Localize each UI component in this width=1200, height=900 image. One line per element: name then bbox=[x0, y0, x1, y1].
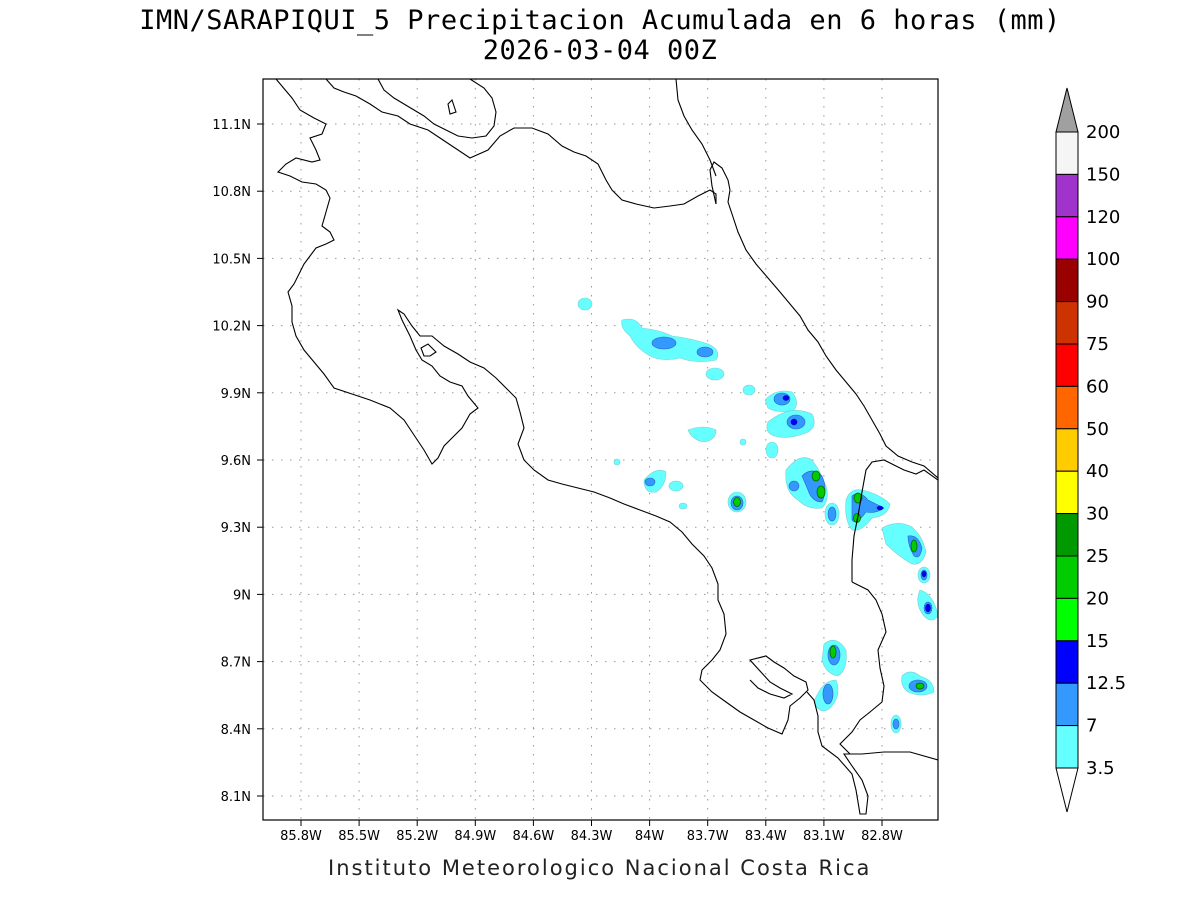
colorbar-label: 7 bbox=[1086, 716, 1097, 737]
colorbar-label: 100 bbox=[1086, 249, 1120, 270]
grid-lines bbox=[263, 79, 938, 820]
colorbar-swatch bbox=[1055, 258, 1079, 303]
colorbar-swatch bbox=[1055, 131, 1079, 175]
colorbar-swatch bbox=[1055, 428, 1079, 472]
precipitation-field bbox=[577, 297, 938, 734]
colorbar-label: 12.5 bbox=[1086, 673, 1126, 694]
colorbar-bottom-arrow bbox=[1055, 767, 1079, 813]
lon-tick-label: 85.2W bbox=[396, 829, 438, 844]
colorbar-swatch bbox=[1055, 513, 1079, 557]
colorbar-swatch bbox=[1055, 385, 1079, 430]
lat-tick-label: 9.9N bbox=[221, 387, 251, 402]
colorbar-label: 200 bbox=[1086, 122, 1120, 143]
colorbar-swatch bbox=[1055, 597, 1079, 642]
colorbar-label: 90 bbox=[1086, 292, 1109, 313]
colorbar-swatch bbox=[1055, 343, 1079, 387]
lat-tick-label: 8.7N bbox=[221, 656, 251, 671]
lon-tick-label: 83.4W bbox=[745, 829, 787, 844]
map-frame bbox=[262, 78, 939, 821]
coastline-borders bbox=[275, 79, 938, 815]
latitude-tick-labels: 11.1N 10.8N 10.5N 10.2N 9.9N 9.6N 9.3N 9N 8.7N 8.… bbox=[212, 118, 263, 805]
colorbar-label: 30 bbox=[1086, 504, 1109, 525]
lon-tick-label: 84.9W bbox=[454, 829, 496, 844]
colorbar-swatch bbox=[1055, 555, 1079, 599]
lat-tick-label: 8.1N bbox=[221, 790, 251, 805]
lon-tick-label: 82.8W bbox=[861, 829, 903, 844]
lat-tick-label: 9.3N bbox=[221, 521, 251, 536]
colorbar-label: 40 bbox=[1086, 461, 1109, 482]
lat-tick-label: 8.4N bbox=[221, 723, 251, 738]
colorbar-label: 120 bbox=[1086, 207, 1120, 228]
colorbar-swatch bbox=[1055, 640, 1079, 684]
colorbar-swatch bbox=[1055, 301, 1079, 345]
longitude-tick-labels: 85.8W 85.5W 85.2W 84.9W 84.6W 84.3W 84W 83.7W 83… bbox=[280, 820, 903, 844]
colorbar-swatch bbox=[1055, 682, 1079, 727]
lat-tick-label: 10.8N bbox=[212, 185, 251, 200]
lat-tick-label: 9N bbox=[233, 588, 251, 603]
chart-subtitle: 2026-03-04 00Z bbox=[482, 35, 718, 66]
lon-tick-label: 83.7W bbox=[687, 829, 729, 844]
lon-tick-label: 84.6W bbox=[512, 829, 554, 844]
lat-tick-label: 10.5N bbox=[212, 252, 251, 267]
lon-tick-label: 83.1W bbox=[803, 829, 845, 844]
footer-credit: Instituto Meteorologico Nacional Costa R… bbox=[328, 856, 872, 880]
colorbar-label: 25 bbox=[1086, 546, 1109, 567]
colorbar-label: 150 bbox=[1086, 164, 1120, 185]
colorbar-label: 60 bbox=[1086, 376, 1109, 397]
colorbar-label: 3.5 bbox=[1086, 758, 1115, 779]
colorbar-label: 20 bbox=[1086, 588, 1109, 609]
lat-tick-label: 10.2N bbox=[212, 320, 251, 335]
lon-tick-label: 84W bbox=[635, 829, 665, 844]
colorbar-swatch bbox=[1055, 725, 1079, 769]
colorbar-top-arrow bbox=[1055, 87, 1079, 133]
colorbar-label: 15 bbox=[1086, 631, 1109, 652]
lon-tick-label: 84.3W bbox=[571, 829, 613, 844]
chart-title: IMN/SARAPIQUI_5 Precipitacion Acumulada … bbox=[139, 5, 1061, 36]
lon-tick-label: 85.5W bbox=[338, 829, 380, 844]
colorbar-label: 50 bbox=[1086, 419, 1109, 440]
lat-tick-label: 11.1N bbox=[212, 118, 251, 133]
lat-tick-label: 9.6N bbox=[221, 454, 251, 469]
colorbar-label: 75 bbox=[1086, 334, 1109, 355]
colorbar-swatch bbox=[1055, 470, 1079, 515]
lon-tick-label: 85.8W bbox=[280, 829, 322, 844]
colorbar: 200 150 120 100 90 75 60 50 40 30 25 20 15 12.5 7 3.5 bbox=[1055, 87, 1126, 813]
colorbar-swatch bbox=[1055, 173, 1079, 218]
colorbar-swatch bbox=[1055, 216, 1079, 260]
